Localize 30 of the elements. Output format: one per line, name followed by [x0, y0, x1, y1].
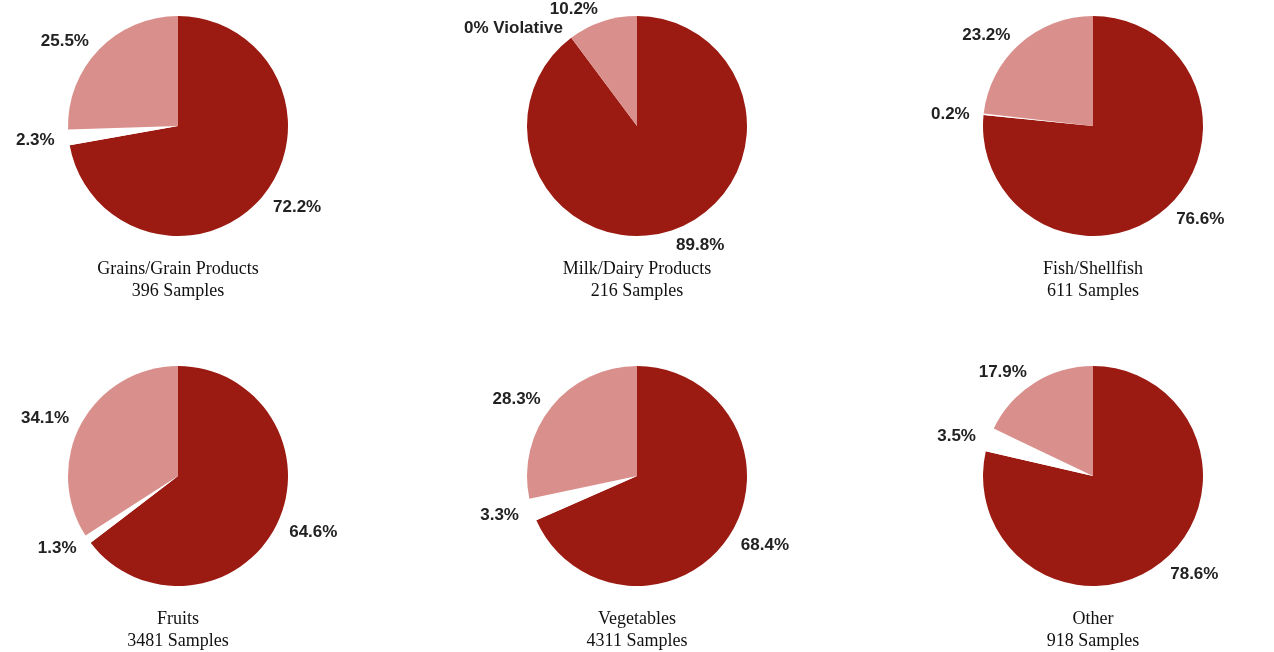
data-label: 23.2%: [962, 24, 1011, 44]
text: 611 Samples: [1047, 280, 1139, 300]
data-label: 0.2%: [930, 103, 970, 123]
text: Vegetables: [598, 608, 676, 628]
text: Milk/Dairy Products: [562, 258, 712, 278]
data-label: 72.2%: [273, 196, 322, 216]
text: 918 Samples: [1046, 630, 1140, 650]
data-label: 17.9%: [978, 362, 1027, 382]
data-label: 3.5%: [937, 426, 976, 446]
data-label: 78.6%: [1170, 564, 1219, 584]
data-label: 34.1%: [20, 407, 70, 427]
data-label: 76.6%: [1176, 208, 1225, 228]
data-label: 28.3%: [492, 388, 541, 408]
data-label: 68.4%: [740, 534, 790, 554]
text: Grains/Grain Products: [97, 258, 259, 278]
text: 4311 Samples: [586, 630, 688, 650]
data-label: 2.3%: [15, 129, 55, 149]
text: Fish/Shellfish: [1042, 258, 1144, 278]
text: 3481 Samples: [127, 630, 229, 650]
data-label: 10.2%: [549, 0, 598, 19]
data-label: 89.8%: [676, 234, 725, 254]
data-label: 64.6%: [289, 521, 338, 541]
data-label: 1.3%: [37, 538, 77, 558]
text: 396 Samples: [131, 280, 225, 300]
text: Fruits: [156, 608, 200, 628]
text: 216 Samples: [590, 280, 684, 300]
text: 0% Violative: [463, 17, 563, 37]
data-label: 25.5%: [40, 30, 89, 50]
data-label: 3.3%: [480, 504, 519, 524]
text: Other: [1072, 608, 1114, 628]
